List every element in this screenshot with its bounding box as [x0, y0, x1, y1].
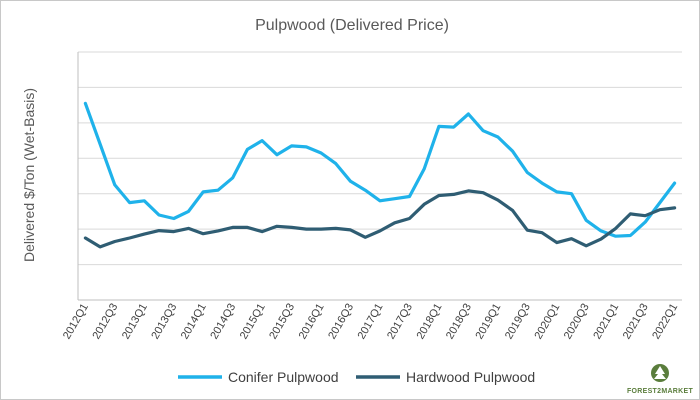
x-tick-labels: 2012Q1 2012Q3 2013Q1 2013Q3 2014Q1 2014Q3 2015…: [61, 301, 680, 341]
x-tick-label: 2014Q3: [208, 302, 238, 342]
x-tick-label: 2017Q1: [356, 302, 386, 342]
hardwood-pulpwood-line: [83, 189, 677, 249]
logo-text: FOREST2MARKET: [627, 388, 694, 395]
series-lines: [83, 101, 677, 249]
x-tick-label: 2013Q1: [120, 302, 150, 342]
x-tick-label: 2014Q1: [179, 302, 209, 342]
chart-title: Pulpwood (Delivered Price): [255, 17, 449, 34]
x-tick-label: 2019Q3: [503, 302, 533, 342]
x-tick-label: 2017Q3: [385, 302, 415, 342]
x-tick-label: 2021Q3: [621, 302, 651, 342]
x-tick-label: 2015Q1: [238, 302, 268, 342]
x-axis: [77, 52, 682, 301]
x-tick-label: 2015Q3: [267, 302, 297, 342]
conifer-pulpwood-line: [83, 101, 677, 238]
legend-label-hardwood: Hardwood Pulpwood: [406, 369, 535, 385]
forest2market-logo: FOREST2MARKET: [627, 364, 694, 395]
x-tick-label: 2020Q3: [562, 302, 592, 342]
x-tick-label: 2020Q1: [532, 302, 562, 342]
y-axis-label: Delivered $/Ton (Wet-Basis): [21, 88, 37, 262]
x-tick-label: 2012Q3: [90, 302, 120, 342]
x-tick-label: 2016Q3: [326, 302, 356, 342]
tree-shape: [654, 366, 666, 379]
x-tick-label: 2018Q3: [444, 302, 474, 342]
x-tick-label: 2019Q1: [473, 301, 503, 341]
legend: Conifer Pulpwood Hardwood Pulpwood: [178, 369, 535, 385]
x-tick-label: 2012Q1: [61, 302, 91, 342]
legend-label-conifer: Conifer Pulpwood: [228, 369, 339, 385]
x-tick-label: 2018Q1: [415, 302, 445, 342]
x-tick-label: 2016Q1: [297, 302, 327, 342]
x-tick-label: 2013Q3: [149, 302, 179, 342]
x-tick-label: 2021Q1: [591, 302, 621, 342]
x-tick-label: 2022Q1: [650, 302, 680, 342]
